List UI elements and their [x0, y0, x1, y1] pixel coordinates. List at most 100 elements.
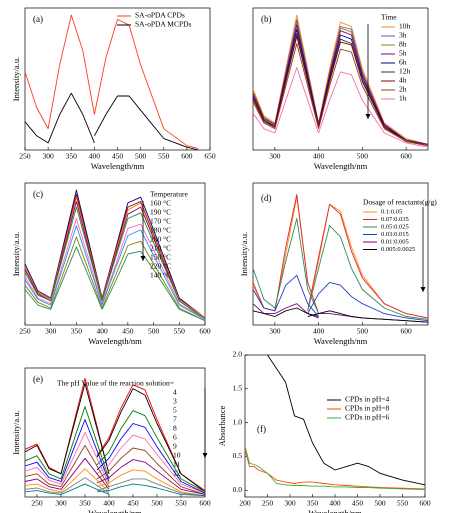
x-tick-label: 300	[284, 499, 296, 508]
x-tick-label: 400	[313, 152, 325, 161]
x-tick-label: 600	[199, 327, 211, 336]
emission-line	[307, 203, 429, 319]
x-tick-label: 500	[357, 327, 369, 336]
x-tick-label: 550	[158, 152, 170, 161]
legend-label: 4	[173, 388, 177, 397]
legend-title: The pH Value of the reaction solution=	[57, 379, 174, 388]
x-tick-label: 300	[269, 327, 281, 336]
x-tick-label: 350	[66, 152, 78, 161]
excitation-line	[252, 35, 320, 128]
x-axis-label: Wavelength/nm	[91, 161, 145, 171]
absorbance-line	[244, 449, 426, 490]
emission-line	[96, 423, 206, 494]
excitation-line	[24, 246, 103, 310]
legend-label: 0.05:0.025	[381, 223, 409, 230]
excitation-line	[24, 457, 110, 490]
legend-label: 4h	[399, 76, 407, 85]
x-tick-label: 400	[313, 327, 325, 336]
emission-line	[96, 388, 206, 493]
emission-line	[318, 21, 429, 145]
emission-line	[96, 469, 206, 497]
excitation-line	[252, 24, 320, 125]
x-tick-label: 600	[401, 327, 413, 336]
legend-label: SA-oPDA MCPDs	[135, 20, 192, 29]
emission-line	[318, 71, 429, 148]
excitation-line	[252, 218, 320, 314]
panel-label: (c)	[33, 189, 43, 199]
legend-label: 12	[173, 469, 181, 478]
excitation-line	[24, 206, 103, 302]
legend-label: 180 °C	[150, 226, 171, 235]
legend-label: 9	[173, 442, 177, 451]
x-tick-label: 550	[175, 499, 187, 508]
legend-label: 150 °C	[150, 253, 171, 262]
x-tick-label: 550	[397, 499, 409, 508]
x-tick-label: 250	[262, 499, 274, 508]
legend-label: 190 °C	[150, 208, 171, 217]
plot-frame	[252, 7, 429, 151]
excitation-line	[24, 419, 110, 482]
x-tick-label: 600	[401, 152, 413, 161]
x-tick-label: 500	[357, 152, 369, 161]
x-tick-label: 350	[71, 327, 83, 336]
x-tick-label: 450	[127, 499, 139, 508]
excitation-line	[252, 307, 319, 317]
excitation-line	[24, 92, 95, 144]
x-tick-label: 300	[269, 152, 281, 161]
legend-label: 0.03:0.015	[381, 231, 409, 238]
excitation-line	[24, 196, 103, 300]
plot-frame	[244, 354, 426, 498]
x-axis-label: Wavelength/nm	[88, 508, 142, 513]
legend-label: 0.1:0.05	[381, 208, 402, 215]
x-axis-label: Wavelength/nm	[88, 336, 142, 346]
x-tick-label: 350	[79, 499, 91, 508]
y-axis-label: Intensity/a.u.	[239, 232, 249, 276]
emission-line	[307, 225, 429, 320]
emission-line	[101, 229, 206, 320]
emission-line	[96, 459, 206, 495]
arrow-head	[420, 287, 426, 292]
x-tick-label: 450	[112, 152, 124, 161]
legend-label: 3	[173, 397, 177, 406]
emission-line	[318, 48, 429, 147]
arrow-head	[140, 256, 146, 261]
x-tick-label: 300	[43, 152, 55, 161]
panel-label: (e)	[33, 374, 43, 384]
panel-label: (f)	[257, 424, 266, 434]
emission-line	[101, 202, 206, 319]
emission-line	[94, 95, 199, 151]
legend-label: 210 °C	[150, 244, 171, 253]
excitation-line	[24, 406, 110, 480]
emission-line	[101, 240, 206, 322]
excitation-line	[24, 477, 110, 494]
y-axis-label: Absorbance	[217, 405, 227, 446]
legend-label: 0.07:0.035	[381, 216, 409, 223]
arrow-head	[365, 114, 371, 119]
plot-frame	[24, 7, 211, 151]
excitation-line	[252, 43, 320, 130]
legend-label: 6h	[399, 58, 407, 67]
x-tick-label: 250	[19, 327, 31, 336]
emission-line	[96, 447, 206, 495]
panel-label: (b)	[261, 14, 272, 24]
x-tick-label: 300	[55, 499, 67, 508]
legend-label: CPDs in pH=8	[345, 404, 389, 413]
legend-label: SA-oPDA CPDs	[135, 11, 185, 20]
legend-label: 2h	[399, 85, 407, 94]
legend-label: 3h	[399, 31, 407, 40]
excitation-line	[252, 14, 320, 124]
x-tick-label: 200	[239, 499, 251, 508]
legend-label: 200 °C	[150, 235, 171, 244]
x-tick-label: 250	[19, 152, 31, 161]
legend-label: 160 °C	[150, 199, 171, 208]
x-axis-label: Wavelength/nm	[314, 336, 368, 346]
legend-label: 12h	[399, 67, 411, 76]
x-tick-label: 600	[419, 499, 431, 508]
excitation-line	[24, 383, 110, 475]
x-tick-label: 350	[307, 499, 319, 508]
x-tick-label: 450	[352, 499, 364, 508]
excitation-line	[252, 67, 320, 134]
excitation-line	[24, 218, 103, 305]
x-tick-label: 600	[199, 499, 211, 508]
